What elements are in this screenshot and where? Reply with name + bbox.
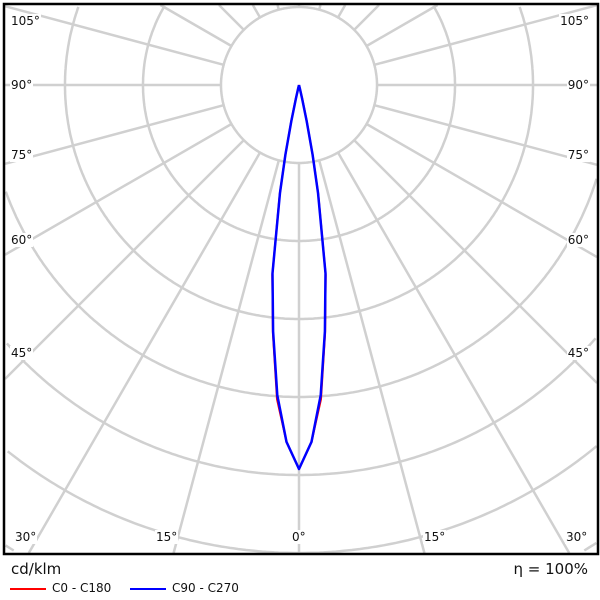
bottom-label-30-right: 30°	[565, 530, 589, 544]
grid-ring	[5, 337, 597, 477]
bottom-label-15-left: 15°	[155, 530, 179, 544]
grid-spoke	[218, 4, 245, 31]
grid-spoke	[172, 160, 281, 554]
grid-ring	[63, 6, 535, 321]
legend-label-c0-c180: C0 - C180	[52, 581, 112, 595]
angle-label-left-60: 60°	[10, 233, 34, 247]
angle-label-right-45: 45°	[566, 346, 590, 360]
angle-label-right-90: 90°	[566, 78, 590, 92]
grid-spoke	[4, 122, 233, 256]
legend-swatch-c0-c180	[10, 588, 46, 590]
grid-spoke	[365, 3, 439, 48]
bottom-label-0: 0°	[291, 530, 307, 544]
curves	[271, 84, 327, 471]
grid-spoke	[317, 160, 426, 554]
polar-grid	[4, 3, 598, 555]
grid-spoke	[336, 4, 347, 19]
grid-spoke	[4, 5, 224, 67]
grid-spoke	[336, 151, 571, 554]
grid-spoke	[251, 4, 262, 19]
angle-label-left-90: 90°	[10, 78, 34, 92]
legend-label-c90-c270: C90 - C270	[172, 581, 239, 595]
grid-spoke	[374, 103, 598, 167]
grid-ring	[4, 178, 598, 399]
grid-spoke	[4, 139, 245, 380]
grid-ring	[518, 6, 535, 85]
grid-spoke	[353, 4, 380, 31]
bottom-label-30-left: 30°	[14, 530, 38, 544]
grid-spoke	[317, 4, 322, 10]
plot-frame	[2, 2, 600, 556]
grid-spoke	[276, 4, 281, 10]
angle-label-left-45: 45°	[10, 346, 34, 360]
unit-label: cd/klm	[11, 560, 62, 578]
angle-label-left-105: 105°	[10, 14, 41, 28]
grid-spoke	[27, 151, 262, 554]
grid-ring	[4, 544, 15, 552]
bottom-label-15-right: 15°	[423, 530, 447, 544]
grid-spoke	[353, 139, 598, 384]
grid-spoke	[159, 3, 233, 48]
angle-label-right-75: 75°	[566, 148, 590, 162]
efficiency-label: η = 100%	[513, 560, 589, 578]
legend-swatch-c90-c270	[130, 588, 166, 590]
angle-label-right-60: 60°	[566, 233, 590, 247]
grid-spoke	[365, 122, 598, 259]
angle-label-right-105: 105°	[559, 14, 590, 28]
series-curve-c90-c270	[271, 84, 327, 471]
grid-ring	[583, 541, 598, 552]
angle-label-left-75: 75°	[10, 148, 34, 162]
grid-spoke	[4, 103, 224, 165]
